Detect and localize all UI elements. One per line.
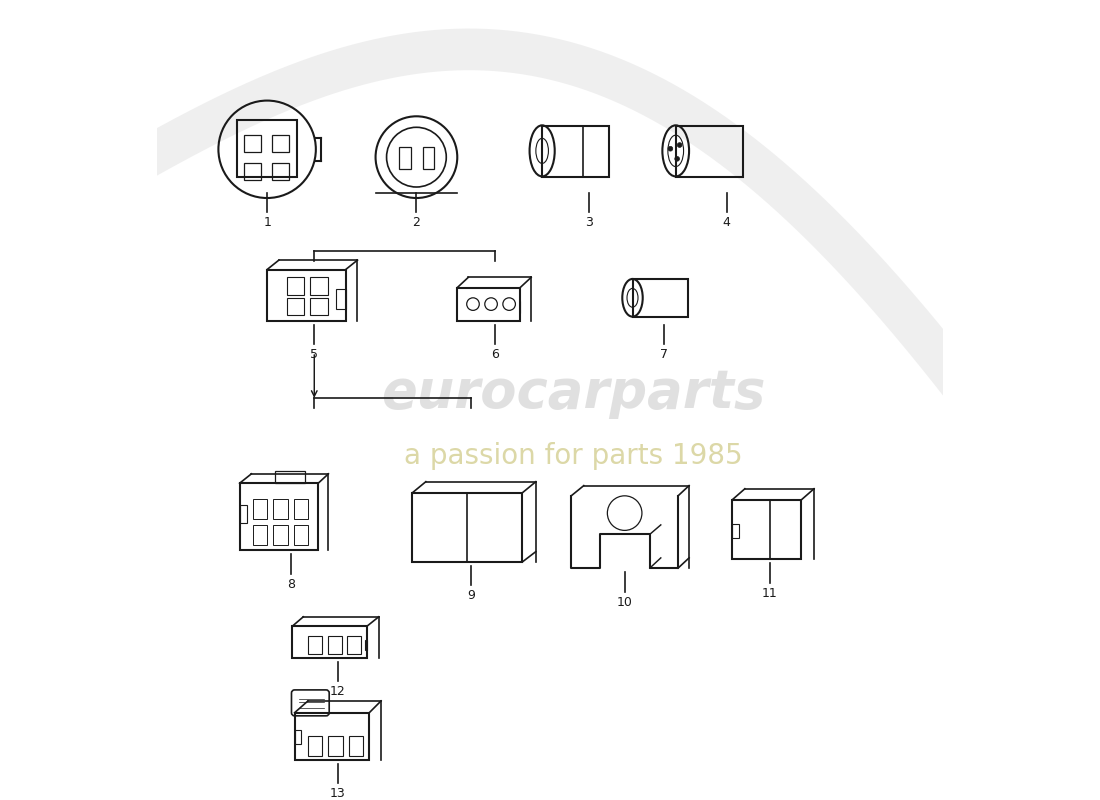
Bar	[295, 713, 370, 760]
Text: 4: 4	[723, 216, 730, 229]
Bar	[272, 135, 289, 153]
Bar	[267, 270, 345, 321]
Text: 7: 7	[660, 348, 668, 361]
Text: 11: 11	[762, 587, 778, 600]
Text: 8: 8	[287, 578, 295, 590]
Bar	[349, 736, 363, 756]
Text: 6: 6	[491, 348, 499, 361]
Bar	[294, 499, 308, 518]
Bar	[308, 736, 322, 756]
Text: 2: 2	[412, 216, 420, 229]
Bar	[412, 493, 522, 562]
Text: 12: 12	[330, 685, 345, 698]
Bar	[310, 278, 328, 294]
Bar	[295, 730, 301, 744]
Bar	[293, 626, 367, 658]
Bar	[243, 135, 261, 153]
Bar	[274, 499, 287, 518]
Bar	[733, 500, 802, 559]
Text: 10: 10	[617, 596, 632, 609]
Bar	[310, 298, 328, 315]
Bar	[632, 279, 688, 317]
Bar	[458, 287, 520, 321]
Bar	[287, 298, 304, 315]
Text: a passion for parts 1985: a passion for parts 1985	[405, 442, 742, 470]
Bar	[399, 147, 411, 169]
Bar	[238, 120, 297, 177]
Bar	[272, 162, 289, 180]
Bar	[328, 636, 342, 654]
Bar	[287, 278, 304, 294]
Text: eurocarparts: eurocarparts	[382, 367, 766, 419]
Bar	[542, 126, 609, 177]
Bar	[253, 499, 267, 518]
Bar	[243, 162, 261, 180]
Circle shape	[678, 142, 682, 147]
Text: 3: 3	[585, 216, 593, 229]
Circle shape	[668, 146, 673, 151]
Text: 9: 9	[468, 590, 475, 602]
Bar	[240, 506, 248, 522]
Bar	[275, 470, 305, 483]
Bar	[364, 640, 367, 650]
Circle shape	[674, 157, 680, 161]
Bar	[294, 525, 308, 545]
Bar	[329, 736, 342, 756]
Text: 5: 5	[310, 348, 318, 361]
Bar	[308, 636, 322, 654]
Bar	[240, 483, 318, 550]
Bar	[733, 524, 739, 538]
Text: 13: 13	[330, 787, 345, 800]
Bar	[675, 126, 742, 177]
Bar	[274, 525, 287, 545]
Bar	[253, 525, 267, 545]
Text: 1: 1	[263, 216, 271, 229]
Bar	[337, 289, 345, 309]
Bar	[348, 636, 362, 654]
Bar	[422, 147, 435, 169]
